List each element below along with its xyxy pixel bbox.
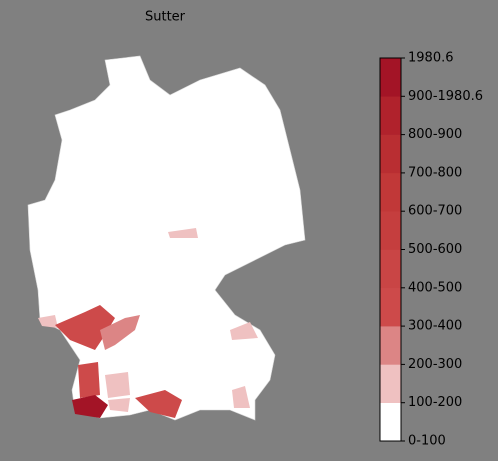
region [230, 322, 258, 340]
colorbar-band [380, 211, 401, 250]
colorbar-label: 300-400 [408, 319, 462, 334]
map-title: Sutter [145, 10, 186, 25]
colorbar-band [380, 96, 401, 135]
colorbar-label: 600-700 [408, 204, 462, 219]
colorbar-label: 100-200 [408, 395, 462, 410]
region [78, 362, 100, 398]
germany-map [27, 55, 306, 421]
region [72, 395, 108, 418]
colorbar-label: 900-1980.6 [408, 89, 483, 104]
colorbar-label: 1980.6 [408, 51, 454, 66]
region [108, 398, 130, 412]
region [105, 372, 130, 398]
region [55, 305, 115, 350]
colorbar-band [380, 364, 401, 403]
colorbar-label: 0-100 [408, 434, 446, 449]
colorbar-band [380, 134, 401, 174]
colorbar-label: 700-800 [408, 165, 462, 180]
region [100, 315, 140, 350]
colorbar-band [380, 402, 401, 442]
region [232, 386, 250, 408]
region [38, 315, 58, 328]
colorbar-label: 800-900 [408, 127, 462, 142]
colorbar-band [380, 58, 401, 97]
colorbar-label: 500-600 [408, 242, 462, 257]
colorbar-band [380, 172, 401, 212]
colorbar: 0-100 100-200 200-300 300-400 400-500 500-600… [379, 51, 483, 449]
colorbar-band [380, 326, 401, 365]
colorbar-band [380, 249, 401, 289]
colorbar-label: 400-500 [408, 280, 462, 295]
region [135, 390, 182, 418]
colorbar-label: 200-300 [408, 357, 462, 372]
region [168, 228, 198, 238]
colorbar-band [380, 287, 401, 327]
